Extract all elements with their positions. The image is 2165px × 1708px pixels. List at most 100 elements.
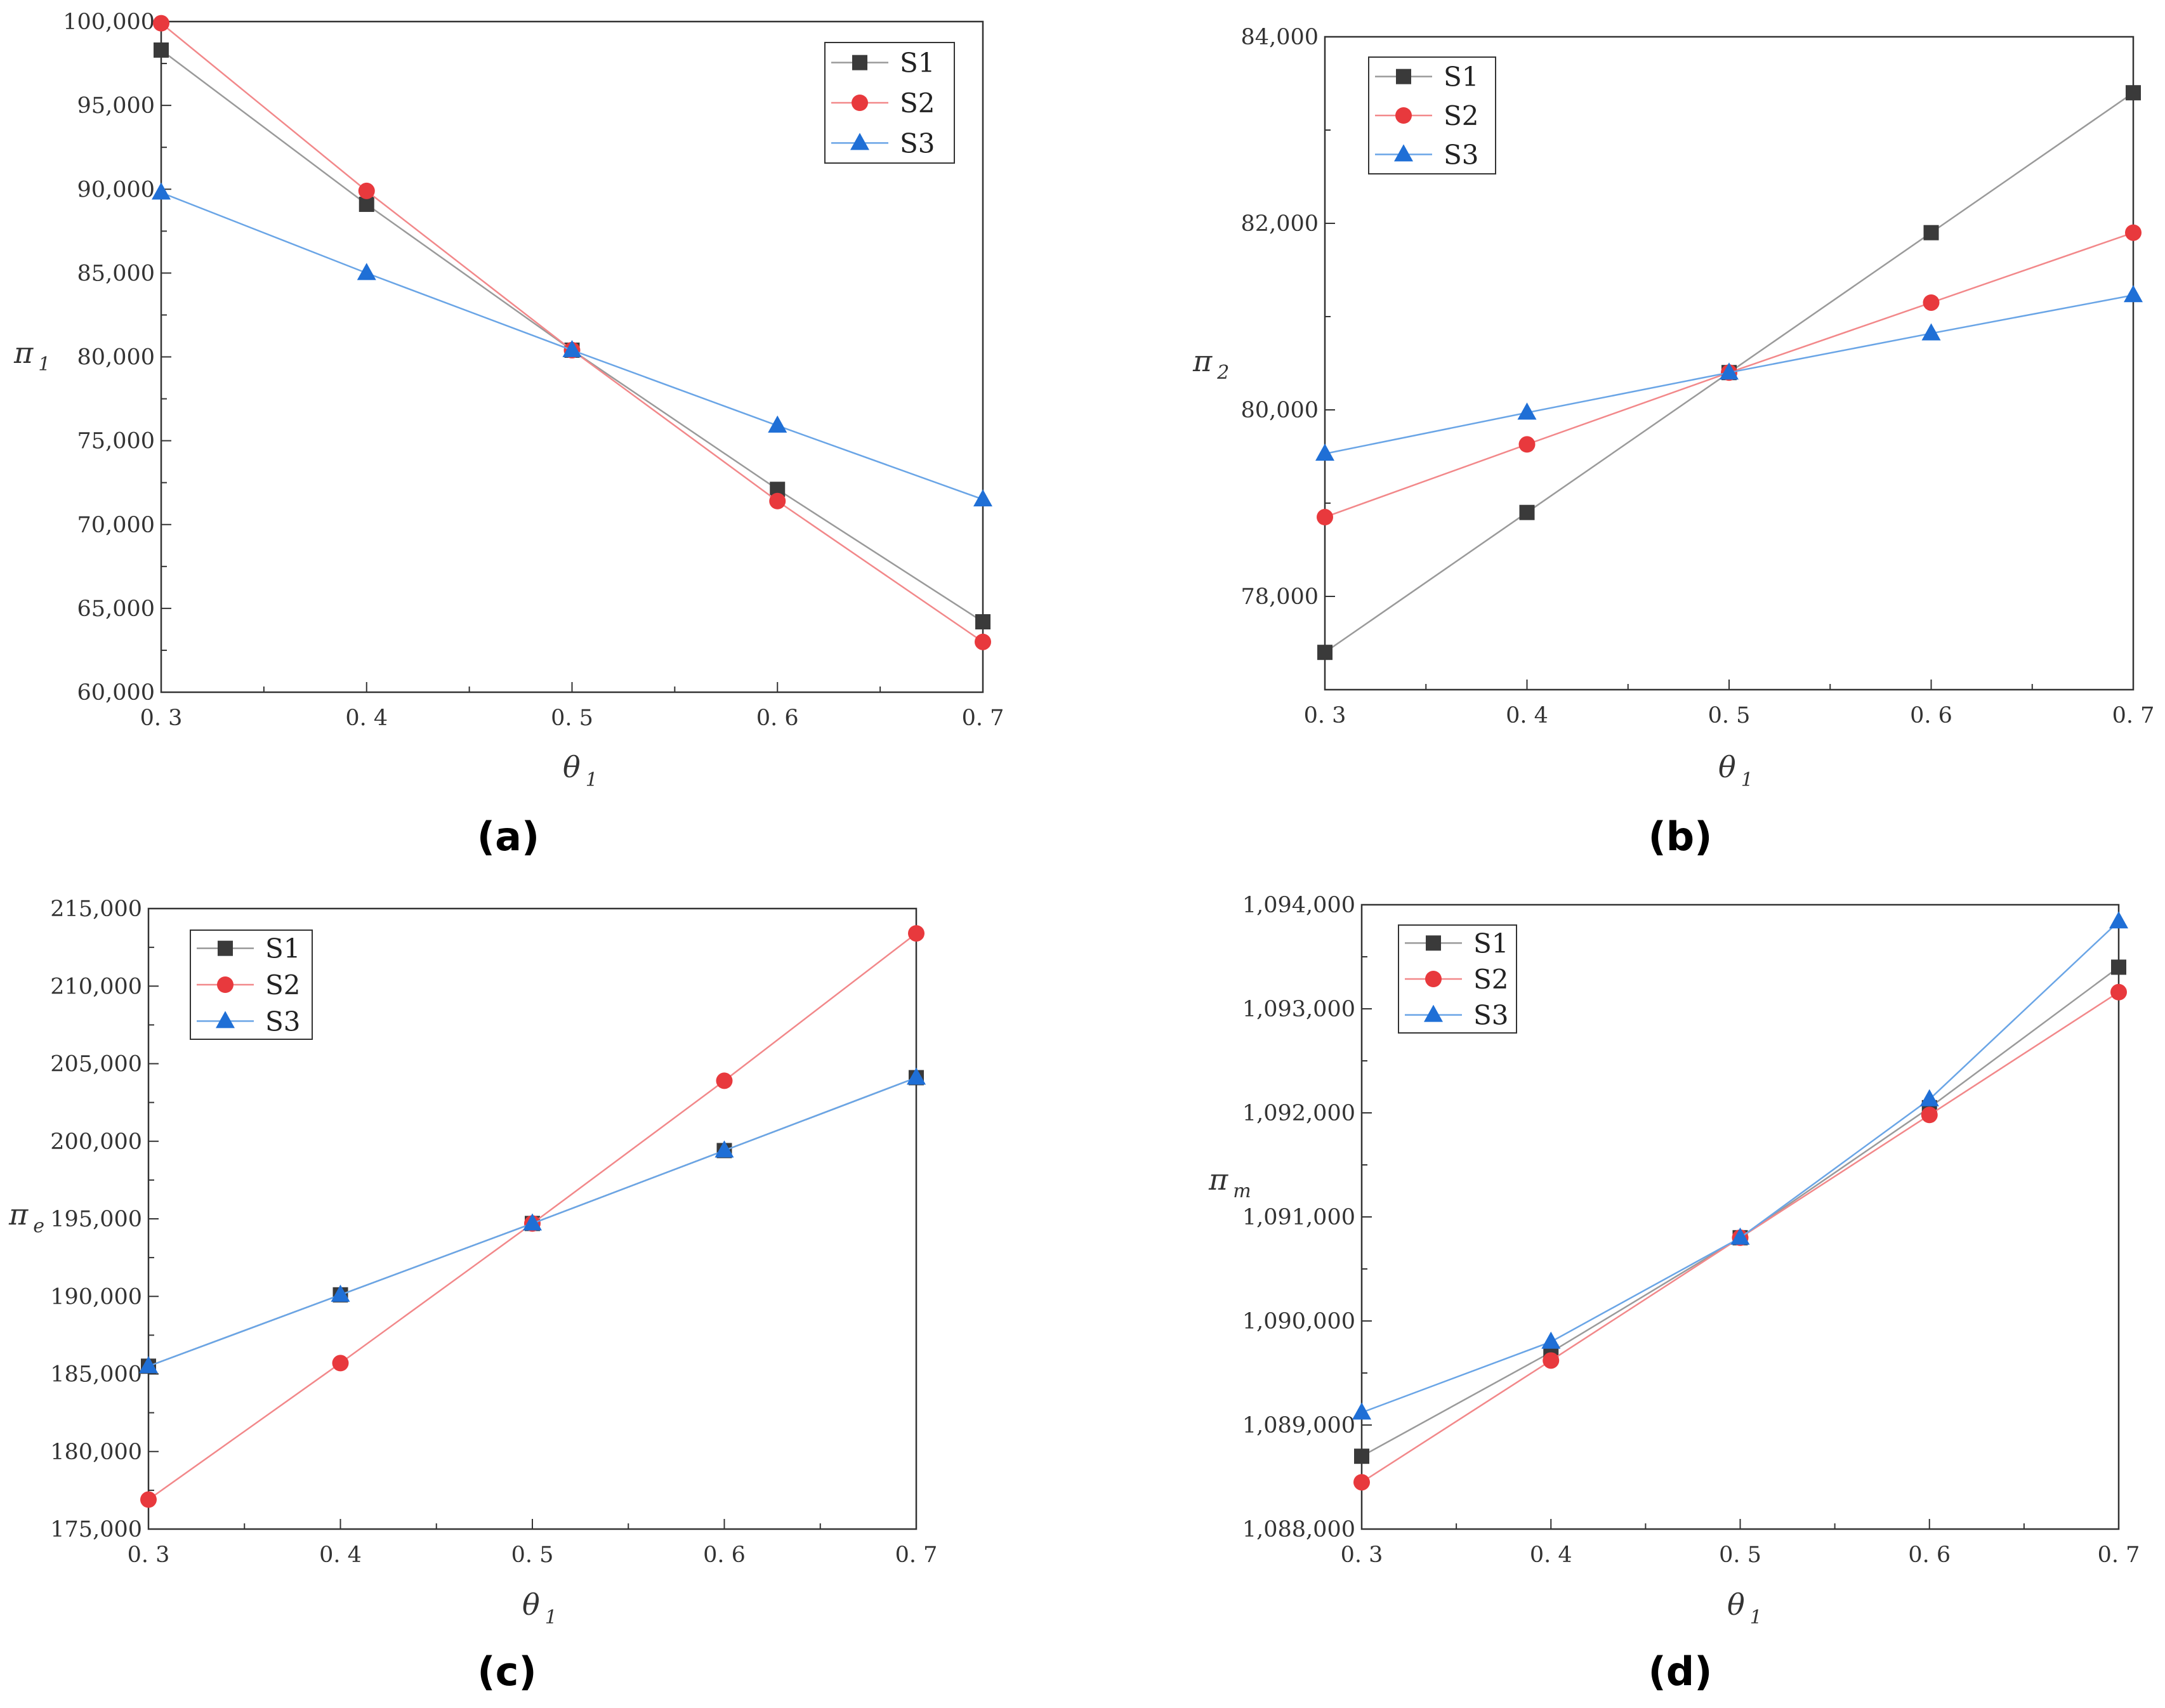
legend-label-s1: S1 (265, 933, 301, 964)
x-tick-label: 0. 5 (1708, 703, 1751, 728)
x-axis: 0. 3 0. 4 0. 5 0. 6 0. 7 (128, 1519, 937, 1568)
legend-label-s1: S1 (900, 48, 935, 79)
data-point-s1 (1317, 645, 1333, 660)
y-tick-label: 85,000 (77, 261, 155, 286)
y-tick-label: 210,000 (50, 974, 142, 999)
y-axis: 60,000 65,000 70,000 75,000 80,000 85,000 90,0… (63, 10, 171, 706)
x-axis: 0. 3 0. 4 0. 5 0. 6 0. 7 (1304, 680, 2155, 728)
x-tick-label: 0. 4 (319, 1542, 362, 1568)
data-point-s3 (357, 263, 376, 280)
y-tick-label: 60,000 (77, 680, 155, 706)
y-tick-label: 190,000 (50, 1284, 142, 1310)
data-point-s2 (2110, 983, 2127, 1001)
legend-marker-s2 (1425, 971, 1442, 987)
data-point-s2 (332, 1355, 349, 1372)
data-point-s3 (973, 489, 992, 507)
y-tick-label: 205,000 (50, 1052, 142, 1077)
data-point-s1 (2126, 85, 2141, 101)
data-point-s2 (140, 1491, 157, 1508)
legend: S1 S2 S3 (1368, 56, 1496, 174)
series-s3 (139, 1067, 926, 1374)
x-tick-label: 0. 6 (756, 706, 799, 731)
y-tick-label: 84,000 (1241, 25, 1319, 50)
legend-marker-s2 (1395, 107, 1412, 124)
legend-label-s2: S2 (1444, 100, 1479, 131)
x-tick-label: 0. 6 (1910, 703, 1952, 728)
x-tick-label: 0. 7 (2112, 703, 2155, 728)
data-point-s1 (975, 614, 990, 630)
panel-label: (d) (1648, 1648, 1712, 1695)
legend-label-s2: S2 (900, 88, 935, 119)
y-tick-label: 185,000 (50, 1362, 142, 1388)
x-tick-label: 0. 7 (962, 706, 1004, 731)
data-point-s2 (908, 925, 925, 942)
y-tick-label: 1,092,000 (1242, 1101, 1355, 1126)
legend-marker-s1 (852, 55, 867, 70)
data-point-s3 (331, 1284, 350, 1302)
y-tick-label: 1,091,000 (1242, 1205, 1355, 1230)
y-tick-label: 80,000 (1241, 398, 1319, 423)
y-tick-label: 195,000 (50, 1207, 142, 1232)
y-tick-label: 1,093,000 (1242, 997, 1355, 1022)
legend-marker-s1 (1426, 935, 1441, 951)
x-tick-label: 0. 5 (551, 706, 593, 731)
data-point-s3 (1352, 1402, 1371, 1420)
legend-marker-s3 (216, 1011, 235, 1028)
y-axis: 175,000 180,000 185,000 190,000 195,000 200,0… (50, 897, 159, 1542)
y-tick-label: 82,000 (1241, 211, 1319, 237)
x-tick-label: 0. 6 (703, 1542, 746, 1568)
y-tick-label: 70,000 (77, 513, 155, 538)
y-tick-label: 1,089,000 (1242, 1413, 1355, 1438)
data-area (1315, 85, 2143, 660)
data-point-s1 (359, 197, 374, 213)
data-point-s3 (1720, 362, 1739, 380)
data-point-s3 (2124, 285, 2143, 303)
y-tick-label: 1,088,000 (1242, 1517, 1355, 1542)
data-point-s3 (1315, 443, 1334, 461)
data-point-s3 (768, 415, 787, 433)
x-tick-label: 0. 6 (1908, 1542, 1951, 1568)
data-point-s2 (1923, 294, 1940, 311)
data-point-s2 (1353, 1474, 1370, 1491)
legend-label-s3: S3 (1444, 139, 1479, 170)
y-tick-label: 75,000 (77, 429, 155, 454)
x-tick-label: 0. 7 (2098, 1542, 2140, 1568)
y-tick-label: 180,000 (50, 1440, 142, 1465)
legend-label-s1: S1 (1473, 928, 1509, 959)
x-axis: 0. 3 0. 4 0. 5 0. 6 0. 7 (1341, 1519, 2140, 1568)
legend-marker-s3 (1424, 1004, 1443, 1022)
y-axis: 1,088,000 1,089,000 1,090,000 1,091,000 1,09… (1242, 893, 1372, 1542)
x-tick-label: 0. 5 (511, 1542, 554, 1568)
y-tick-label: 78,000 (1241, 584, 1319, 610)
y-tick-label: 90,000 (77, 177, 155, 202)
x-tick-label: 0. 3 (140, 706, 183, 731)
legend-marker-s1 (218, 940, 233, 956)
y-tick-label: 1,090,000 (1242, 1309, 1355, 1334)
data-point-s2 (1518, 436, 1536, 453)
y-tick-label: 1,094,000 (1242, 893, 1355, 918)
data-point-s3 (1919, 1089, 1939, 1107)
legend-marker-s3 (1394, 144, 1413, 162)
panel-label: (b) (1648, 813, 1712, 860)
legend-label-s2: S2 (265, 969, 301, 1001)
y-tick-label: 175,000 (50, 1517, 142, 1542)
legend-marker-s2 (852, 95, 868, 111)
data-point-s2 (1921, 1107, 1938, 1124)
x-tick-label: 0. 5 (1719, 1542, 1761, 1568)
data-point-s1 (1354, 1449, 1369, 1464)
data-point-s3 (907, 1067, 926, 1085)
y-tick-label: 95,000 (77, 93, 155, 119)
y-tick-label: 200,000 (50, 1129, 142, 1155)
data-point-s3 (139, 1356, 158, 1374)
x-tick-label: 0. 4 (345, 706, 388, 731)
data-point-s2 (153, 15, 169, 32)
x-tick-label: 0. 4 (1530, 1542, 1572, 1568)
legend-label-s3: S3 (900, 128, 935, 159)
panel-label: (a) (477, 813, 540, 860)
